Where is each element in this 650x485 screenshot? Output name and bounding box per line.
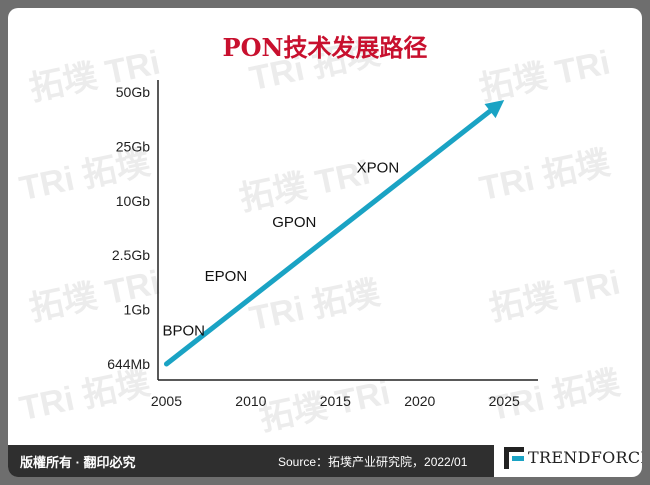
logo-text: TRENDFORCE bbox=[528, 448, 642, 467]
y-tick-label: 25Gb bbox=[116, 138, 150, 154]
y-tick-label: 1Gb bbox=[124, 302, 151, 318]
x-tick-label: 2025 bbox=[489, 393, 520, 409]
trendforce-logo: TRENDFORCE bbox=[494, 439, 642, 477]
source-text: Source：拓墣产业研究院，2022/01 bbox=[278, 455, 468, 469]
trend-arrowhead bbox=[484, 100, 505, 119]
trendforce-logo-icon bbox=[504, 447, 524, 469]
x-tick-label: 2005 bbox=[151, 393, 182, 409]
technology-label: BPON bbox=[162, 323, 205, 340]
trend-arrow-line bbox=[163, 108, 493, 367]
technology-label: GPON bbox=[272, 214, 316, 231]
copyright-text: 版權所有 · 翻印必究 bbox=[20, 455, 136, 470]
x-tick-label: 2015 bbox=[320, 393, 351, 409]
y-tick-label: 10Gb bbox=[116, 193, 150, 209]
x-tick-label: 2020 bbox=[404, 393, 435, 409]
technology-label: XPON bbox=[357, 159, 400, 176]
slide-frame: 拓墣 TRi TRi 拓墣 拓墣 TRi TRi 拓墣 拓墣 TRi TRi 拓墣 拓墣 T… bbox=[8, 8, 642, 477]
y-tick-label: 2.5Gb bbox=[112, 247, 150, 263]
x-tick-label: 2010 bbox=[235, 393, 266, 409]
y-tick-label: 50Gb bbox=[116, 84, 150, 100]
chart-title: PON技术发展路径 bbox=[222, 33, 428, 62]
chart-area: 644Mb 1Gb 2.5Gb 10Gb 25Gb 50Gb 2005 2010 2015 202… bbox=[107, 80, 538, 409]
technology-label: EPON bbox=[205, 268, 248, 285]
y-tick-label: 644Mb bbox=[107, 356, 150, 372]
